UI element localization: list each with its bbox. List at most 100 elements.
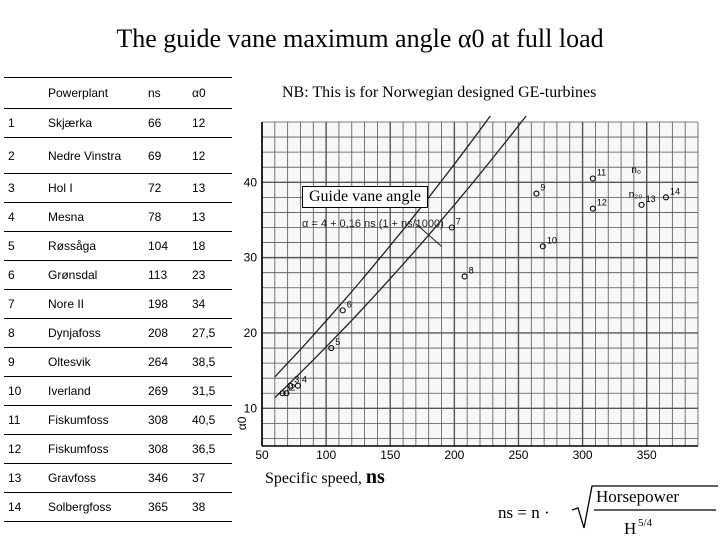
data-point-label: 4 <box>302 375 307 385</box>
row-index: 14 <box>4 492 44 522</box>
row-index: 9 <box>4 347 44 377</box>
row-index: 5 <box>4 231 44 261</box>
row-ns: 69 <box>144 137 188 174</box>
data-point <box>279 390 286 397</box>
data-point <box>589 175 596 182</box>
data-point-label: 10 <box>547 235 557 245</box>
curve-label-upper: n₀ <box>631 165 641 176</box>
data-point-label: 14 <box>670 186 680 196</box>
ns-formula-numerator: Horsepower <box>596 487 679 506</box>
y-tick-label: 10 <box>244 401 258 415</box>
table-row: 1 Skjærka 66 12 <box>4 108 232 138</box>
data-point-label: 7 <box>456 216 461 226</box>
table-row: 3 Hol I 72 13 <box>4 173 232 203</box>
row-alpha0: 37 <box>188 463 232 493</box>
ns-definition: ns = n · Horsepower H 5/4 <box>498 482 718 547</box>
data-point-label: 5 <box>335 337 340 347</box>
table-row: 8 Dynjafoss 208 27,5 <box>4 318 232 348</box>
row-alpha0: 36,5 <box>188 434 232 464</box>
sqrt-sign <box>571 485 718 529</box>
table-header-row: Powerplant ns α0 <box>4 77 232 109</box>
row-alpha0: 27,5 <box>188 318 232 348</box>
x-tick-label: 150 <box>380 448 400 462</box>
table-body: 1 Skjærka 66 12 2 Nedre Vinstra 69 12 3 Hol I 72 13… <box>4 108 232 522</box>
x-axis-label: Specific speed, <box>265 470 362 487</box>
row-alpha0: 13 <box>188 173 232 203</box>
data-point <box>589 205 596 212</box>
nb-note: NB: This is for Norwegian designed GE-tu… <box>282 84 597 101</box>
table-row: 13 Gravfoss 346 37 <box>4 463 232 493</box>
lower-curve <box>274 116 527 399</box>
row-index: 11 <box>4 405 44 435</box>
data-point <box>294 382 301 389</box>
guide-vane-angle-label: Guide vane angle <box>302 186 428 208</box>
row-alpha0: 12 <box>188 137 232 174</box>
row-powerplant: Iverland <box>44 376 144 406</box>
x-tick-label: 200 <box>444 448 464 462</box>
curve-label-lower: n₂₀ <box>629 189 643 200</box>
data-point-label: 8 <box>469 265 474 275</box>
data-point-label: 3 <box>294 375 299 385</box>
x-tick-label: 300 <box>573 448 593 462</box>
header-ns: ns <box>144 77 188 109</box>
row-powerplant: Hol I <box>44 173 144 203</box>
table-row: 7 Nore II 198 34 <box>4 289 232 319</box>
table-row: 6 Grønsdal 113 23 <box>4 260 232 290</box>
table-row: 2 Nedre Vinstra 69 12 <box>4 137 232 174</box>
row-index: 2 <box>4 137 44 174</box>
row-powerplant: Røssåga <box>44 231 144 261</box>
row-alpha0: 23 <box>188 260 232 290</box>
y-tick-label: 30 <box>244 251 258 265</box>
data-point-label: 1 <box>287 382 292 392</box>
y-axis-title: α0 <box>236 416 249 430</box>
data-point <box>287 382 294 389</box>
row-index: 4 <box>4 202 44 232</box>
ns-formula-exponent: 5/4 <box>638 517 653 529</box>
header-alpha0: α0 <box>188 77 232 109</box>
data-point <box>461 273 468 280</box>
table-row: 12 Fiskumfoss 308 36,5 <box>4 434 232 464</box>
data-point <box>662 194 669 201</box>
y-tick-label: 20 <box>244 326 258 340</box>
row-alpha0: 12 <box>188 108 232 138</box>
row-alpha0: 13 <box>188 202 232 232</box>
data-point-label: 2 <box>290 382 295 392</box>
row-index: 12 <box>4 434 44 464</box>
row-powerplant: Fiskumfoss <box>44 405 144 435</box>
row-powerplant: Fiskumfoss <box>44 434 144 464</box>
row-ns: 72 <box>144 173 188 203</box>
row-powerplant: Skjærka <box>44 108 144 138</box>
upper-curve <box>274 116 492 378</box>
table-row: 11 Fiskumfoss 308 40,5 <box>4 405 232 435</box>
row-ns: 104 <box>144 231 188 261</box>
row-ns: 113 <box>144 260 188 290</box>
data-point-label: 12 <box>597 198 607 208</box>
row-index: 7 <box>4 289 44 319</box>
table-row: 10 Iverland 269 31,5 <box>4 376 232 406</box>
row-alpha0: 38,5 <box>188 347 232 377</box>
row-powerplant: Oltesvik <box>44 347 144 377</box>
data-point-label: 6 <box>347 299 352 309</box>
row-ns: 269 <box>144 376 188 406</box>
data-point <box>533 190 540 197</box>
x-tick-label: 100 <box>316 448 336 462</box>
x-tick-label: 350 <box>637 448 657 462</box>
ns-formula-denominator: H <box>624 519 636 538</box>
row-index: 13 <box>4 463 44 493</box>
alpha-formula: α = 4 + 0,16 ns (1 + ns/1000) <box>302 218 444 230</box>
table-row: 9 Oltesvik 264 38,5 <box>4 347 232 377</box>
formula-leader-line <box>415 223 442 247</box>
row-alpha0: 18 <box>188 231 232 261</box>
table-row: 5 Røssåga 104 18 <box>4 231 232 261</box>
x-tick-label: 50 <box>255 448 269 462</box>
row-alpha0: 40,5 <box>188 405 232 435</box>
table-row: 14 Solbergfoss 365 38 <box>4 492 232 522</box>
data-point <box>283 390 290 397</box>
row-ns: 208 <box>144 318 188 348</box>
row-powerplant: Mesna <box>44 202 144 232</box>
x-axis-symbol: ns <box>365 466 385 488</box>
data-point <box>539 243 546 250</box>
data-point <box>638 201 645 208</box>
row-powerplant: Grønsdal <box>44 260 144 290</box>
